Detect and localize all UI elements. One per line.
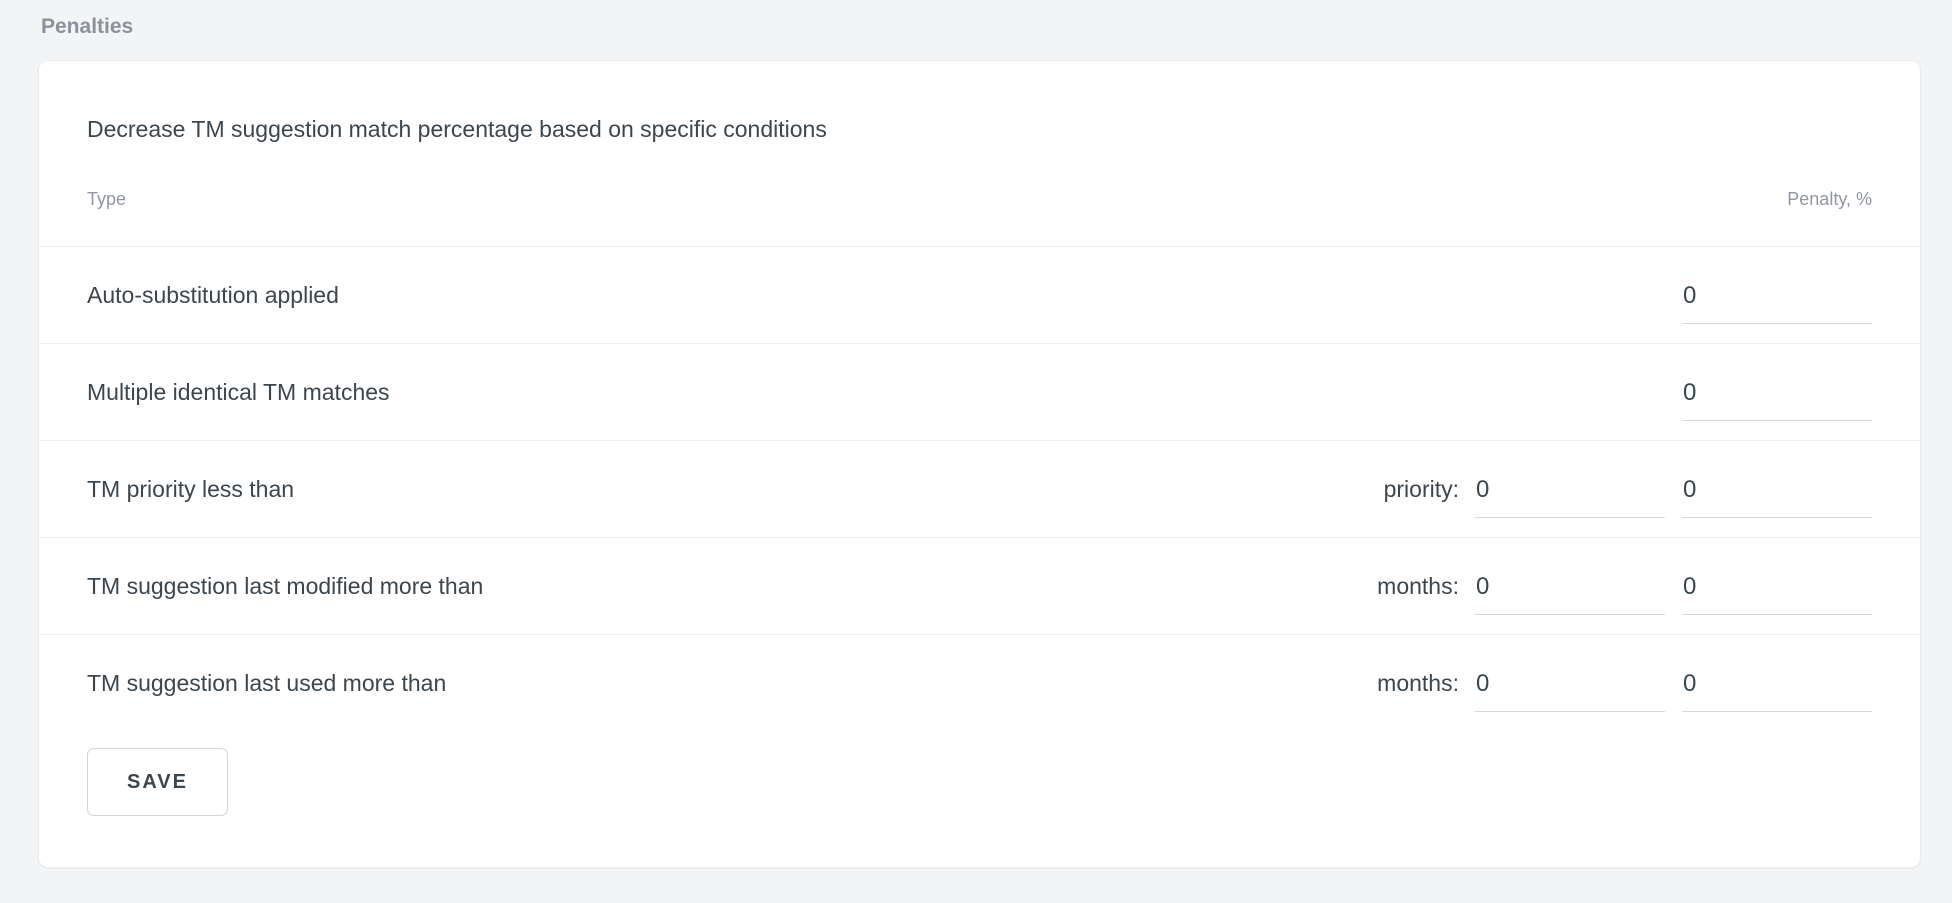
section-title: Penalties (41, 15, 134, 38)
penalty-value-input[interactable] (1682, 670, 1872, 712)
penalty-value-input[interactable] (1682, 475, 1872, 518)
penalty-type-label: TM priority less than (87, 475, 295, 502)
column-header-penalty: Penalty, % (1787, 189, 1872, 209)
condition-label: months: (1377, 572, 1459, 599)
penalty-row-last-used: TM suggestion last used more than months… (39, 635, 1920, 732)
penalty-type-label: TM suggestion last used more than (87, 670, 447, 696)
penalty-row-tm-priority: TM priority less than priority: (39, 441, 1920, 538)
condition-label: priority: (1383, 475, 1459, 502)
penalty-value-input[interactable] (1682, 281, 1872, 324)
penalty-row-auto-substitution: Auto-substitution applied (39, 247, 1920, 344)
penalty-type-label: Multiple identical TM matches (87, 378, 390, 405)
penalties-card: Decrease TM suggestion match percentage … (38, 60, 1921, 868)
table-header: Type Penalty, % (39, 188, 1920, 247)
penalty-value-input[interactable] (1682, 378, 1872, 421)
column-header-type: Type (87, 189, 127, 209)
condition-value-input[interactable] (1475, 572, 1665, 615)
penalties-page: Penalties Decrease TM suggestion match p… (38, 15, 1921, 868)
condition-value-input[interactable] (1475, 475, 1665, 518)
penalty-type-label: Auto-substitution applied (87, 281, 339, 308)
condition-value-input[interactable] (1475, 670, 1665, 712)
condition-label: months: (1377, 670, 1459, 696)
penalty-value-input[interactable] (1682, 572, 1872, 615)
penalty-type-label: TM suggestion last modified more than (87, 572, 484, 599)
save-button[interactable]: SAVE (87, 748, 228, 816)
penalty-row-last-modified: TM suggestion last modified more than mo… (39, 538, 1920, 635)
card-title: Decrease TM suggestion match percentage … (87, 116, 827, 142)
penalty-row-multiple-matches: Multiple identical TM matches (39, 344, 1920, 441)
